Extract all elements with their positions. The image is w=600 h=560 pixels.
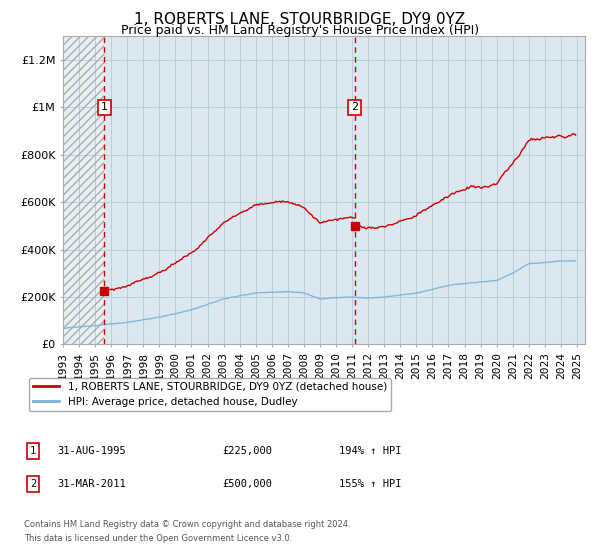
Text: 1: 1 xyxy=(101,102,108,113)
Bar xyxy=(63,36,104,344)
Text: 31-AUG-1995: 31-AUG-1995 xyxy=(57,446,126,456)
Text: 2: 2 xyxy=(30,479,36,489)
Text: This data is licensed under the Open Government Licence v3.0.: This data is licensed under the Open Gov… xyxy=(24,534,292,543)
Text: 1, ROBERTS LANE, STOURBRIDGE, DY9 0YZ: 1, ROBERTS LANE, STOURBRIDGE, DY9 0YZ xyxy=(134,12,466,27)
Text: 155% ↑ HPI: 155% ↑ HPI xyxy=(339,479,401,489)
Text: Price paid vs. HM Land Registry's House Price Index (HPI): Price paid vs. HM Land Registry's House … xyxy=(121,24,479,37)
Text: £225,000: £225,000 xyxy=(222,446,272,456)
Text: 194% ↑ HPI: 194% ↑ HPI xyxy=(339,446,401,456)
Text: £500,000: £500,000 xyxy=(222,479,272,489)
Text: 2: 2 xyxy=(351,102,358,113)
Bar xyxy=(63,36,104,344)
Text: Contains HM Land Registry data © Crown copyright and database right 2024.: Contains HM Land Registry data © Crown c… xyxy=(24,520,350,529)
Text: 1: 1 xyxy=(30,446,36,456)
Legend: 1, ROBERTS LANE, STOURBRIDGE, DY9 0YZ (detached house), HPI: Average price, deta: 1, ROBERTS LANE, STOURBRIDGE, DY9 0YZ (d… xyxy=(29,377,391,411)
Text: 31-MAR-2011: 31-MAR-2011 xyxy=(57,479,126,489)
